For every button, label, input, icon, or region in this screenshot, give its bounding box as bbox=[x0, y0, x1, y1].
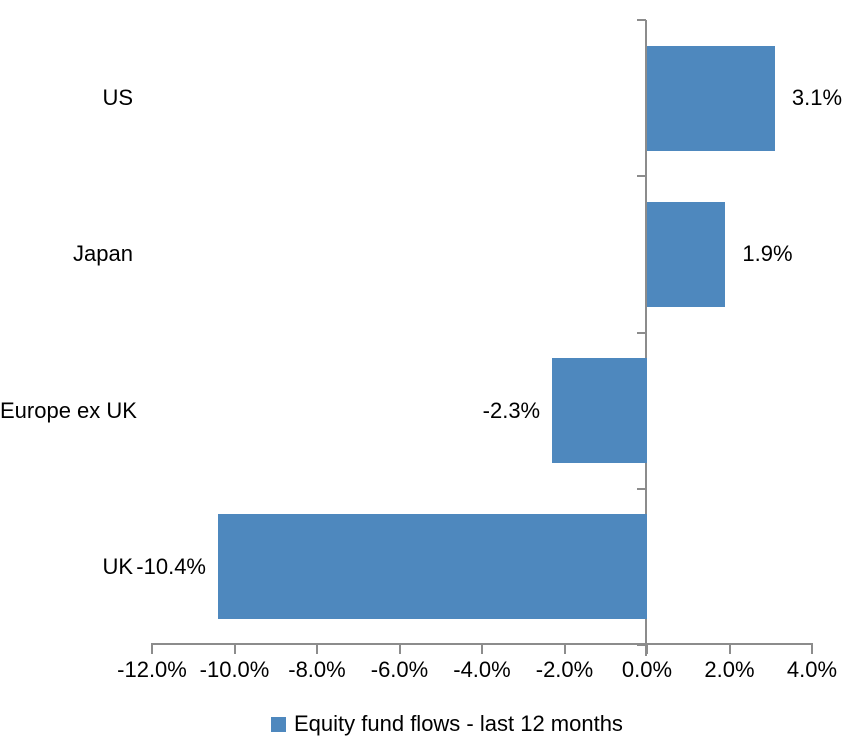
category-label-japan: Japan bbox=[73, 241, 133, 267]
x-axis-tick-mark bbox=[233, 643, 236, 654]
x-axis-tick-label: -4.0% bbox=[453, 657, 511, 682]
y-axis-tick-mark bbox=[637, 644, 646, 646]
y-axis-tick-mark bbox=[637, 331, 646, 334]
y-axis-tick-mark bbox=[637, 487, 646, 490]
bar-us bbox=[647, 45, 775, 151]
x-axis-tick-mark bbox=[563, 643, 566, 654]
legend-label: Equity fund flows - last 12 months bbox=[294, 711, 623, 736]
value-label-us: 3.1% bbox=[791, 85, 843, 111]
category-label-uk: UK bbox=[102, 553, 133, 579]
x-axis-tick-label: 2.0% bbox=[704, 657, 755, 682]
bar-uk bbox=[218, 514, 647, 620]
x-axis-tick-mark bbox=[398, 643, 401, 654]
x-axis-tick-mark bbox=[151, 643, 153, 654]
value-label-uk: -10.4% bbox=[136, 553, 206, 579]
x-axis-tick-mark bbox=[811, 643, 813, 654]
bar-europe-ex-uk bbox=[552, 358, 647, 464]
legend-swatch-icon bbox=[271, 716, 286, 732]
legend: Equity fund flows - last 12 months bbox=[271, 709, 623, 739]
x-axis-tick-label: -8.0% bbox=[288, 657, 346, 682]
x-axis-tick-label: 4.0% bbox=[786, 657, 838, 682]
y-axis-tick-mark bbox=[637, 175, 646, 178]
x-axis-tick-label: -12.0% bbox=[117, 657, 187, 682]
x-axis-tick-label: -2.0% bbox=[535, 657, 594, 682]
bar-japan bbox=[647, 201, 726, 307]
category-label-us: US bbox=[102, 85, 133, 111]
y-axis-zero-line bbox=[645, 20, 647, 656]
x-axis-tick-mark bbox=[316, 643, 318, 654]
value-label-japan: 1.9% bbox=[742, 241, 793, 267]
x-axis-tick-label: -6.0% bbox=[370, 657, 429, 682]
y-axis-tick-mark bbox=[637, 19, 646, 21]
x-axis-tick-mark bbox=[728, 643, 731, 654]
category-label-europe-ex-uk: Europe ex UK bbox=[0, 397, 137, 423]
value-label-europe-ex-uk: -2.3% bbox=[482, 397, 541, 423]
x-axis-tick-label: -10.0% bbox=[199, 657, 270, 682]
x-axis-tick-label: 0.0% bbox=[621, 657, 673, 682]
x-axis-tick-mark bbox=[481, 643, 483, 654]
x-axis-tick-mark bbox=[646, 643, 648, 654]
